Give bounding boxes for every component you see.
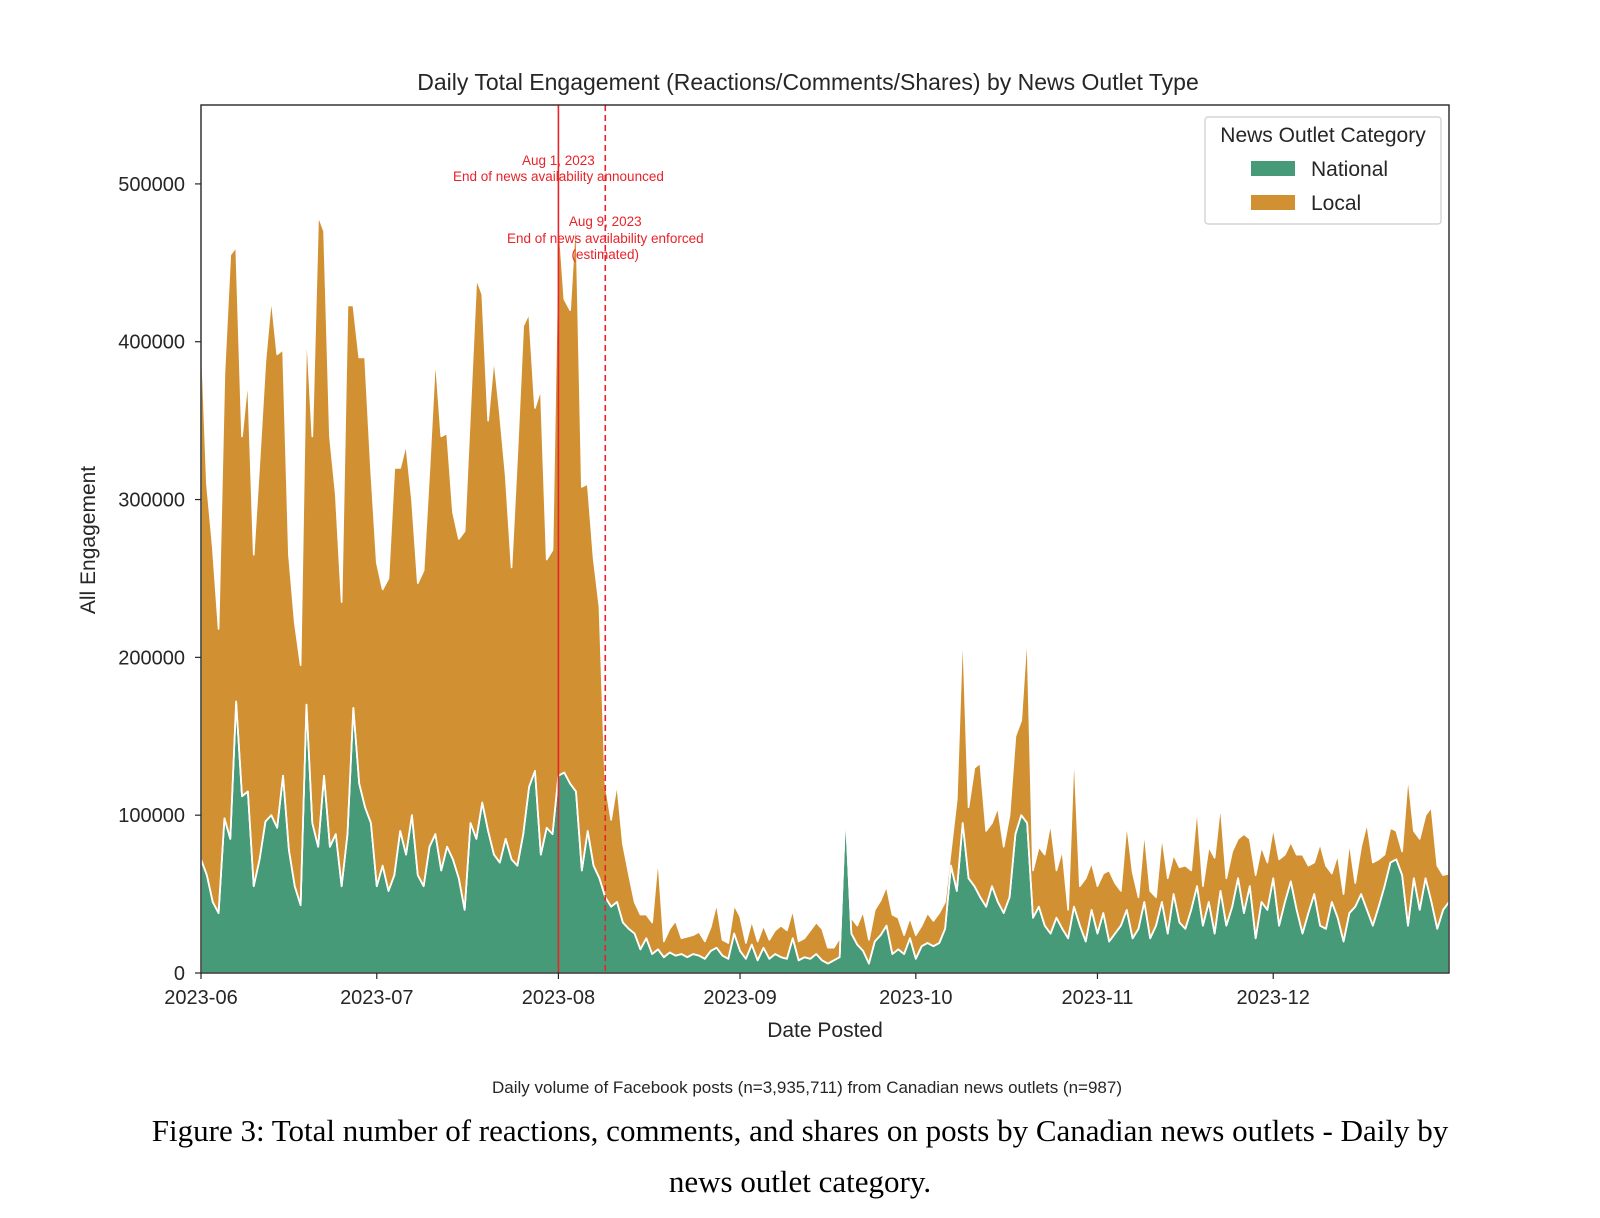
legend-swatch-national [1251, 161, 1295, 176]
figure-caption-line-2: news outlet category. [669, 1164, 931, 1199]
series-boundary-line [200, 700, 1450, 965]
event-annotation-1-line-2: End of news availability announced [453, 169, 664, 184]
x-tick-label: 2023-11 [1061, 987, 1133, 1009]
event-annotation-1-line-1: Aug 1, 2023 [522, 153, 595, 168]
x-axis-title: Date Posted [767, 1019, 883, 1042]
x-tick-label: 2023-08 [522, 987, 595, 1009]
chart-title: Daily Total Engagement (Reactions/Commen… [417, 69, 1199, 95]
legend-label-local: Local [1311, 192, 1361, 215]
x-axis-ticks: 2023-06 2023-07 2023-08 2023-09 2023-10 2023-… [164, 973, 1310, 1009]
y-tick-label: 300000 [118, 490, 185, 512]
y-tick-label: 100000 [118, 805, 185, 827]
y-tick-label: 0 [174, 963, 185, 985]
event-annotation-2-line-1: Aug 9, 2023 [569, 214, 642, 229]
event-annotation-2-line-2: End of news availability enforced [507, 231, 704, 246]
y-tick-label: 500000 [118, 174, 185, 196]
x-tick-label: 2023-12 [1237, 987, 1310, 1009]
y-tick-label: 400000 [118, 332, 185, 354]
event-annotation-2-line-3: (estimated) [572, 247, 640, 262]
figure-caption-line-1: Figure 3: Total number of reactions, com… [152, 1113, 1449, 1148]
y-axis-ticks: 0 100000 200000 300000 400000 500000 [118, 174, 201, 985]
legend-title: News Outlet Category [1220, 124, 1426, 147]
event-markers [557, 105, 607, 973]
x-tick-label: 2023-09 [703, 987, 776, 1009]
y-tick-label: 200000 [118, 647, 185, 669]
legend-swatch-local [1251, 195, 1295, 210]
x-tick-label: 2023-07 [340, 987, 413, 1009]
chart-footnote: Daily volume of Facebook posts (n=3,935,… [492, 1078, 1122, 1097]
legend-label-national: National [1311, 158, 1388, 181]
plot-frame [200, 104, 1450, 974]
x-tick-label: 2023-10 [879, 987, 952, 1009]
legend: News Outlet Category National Local [1204, 116, 1442, 225]
x-tick-label: 2023-06 [164, 987, 237, 1009]
y-axis-title: All Engagement [77, 466, 100, 614]
